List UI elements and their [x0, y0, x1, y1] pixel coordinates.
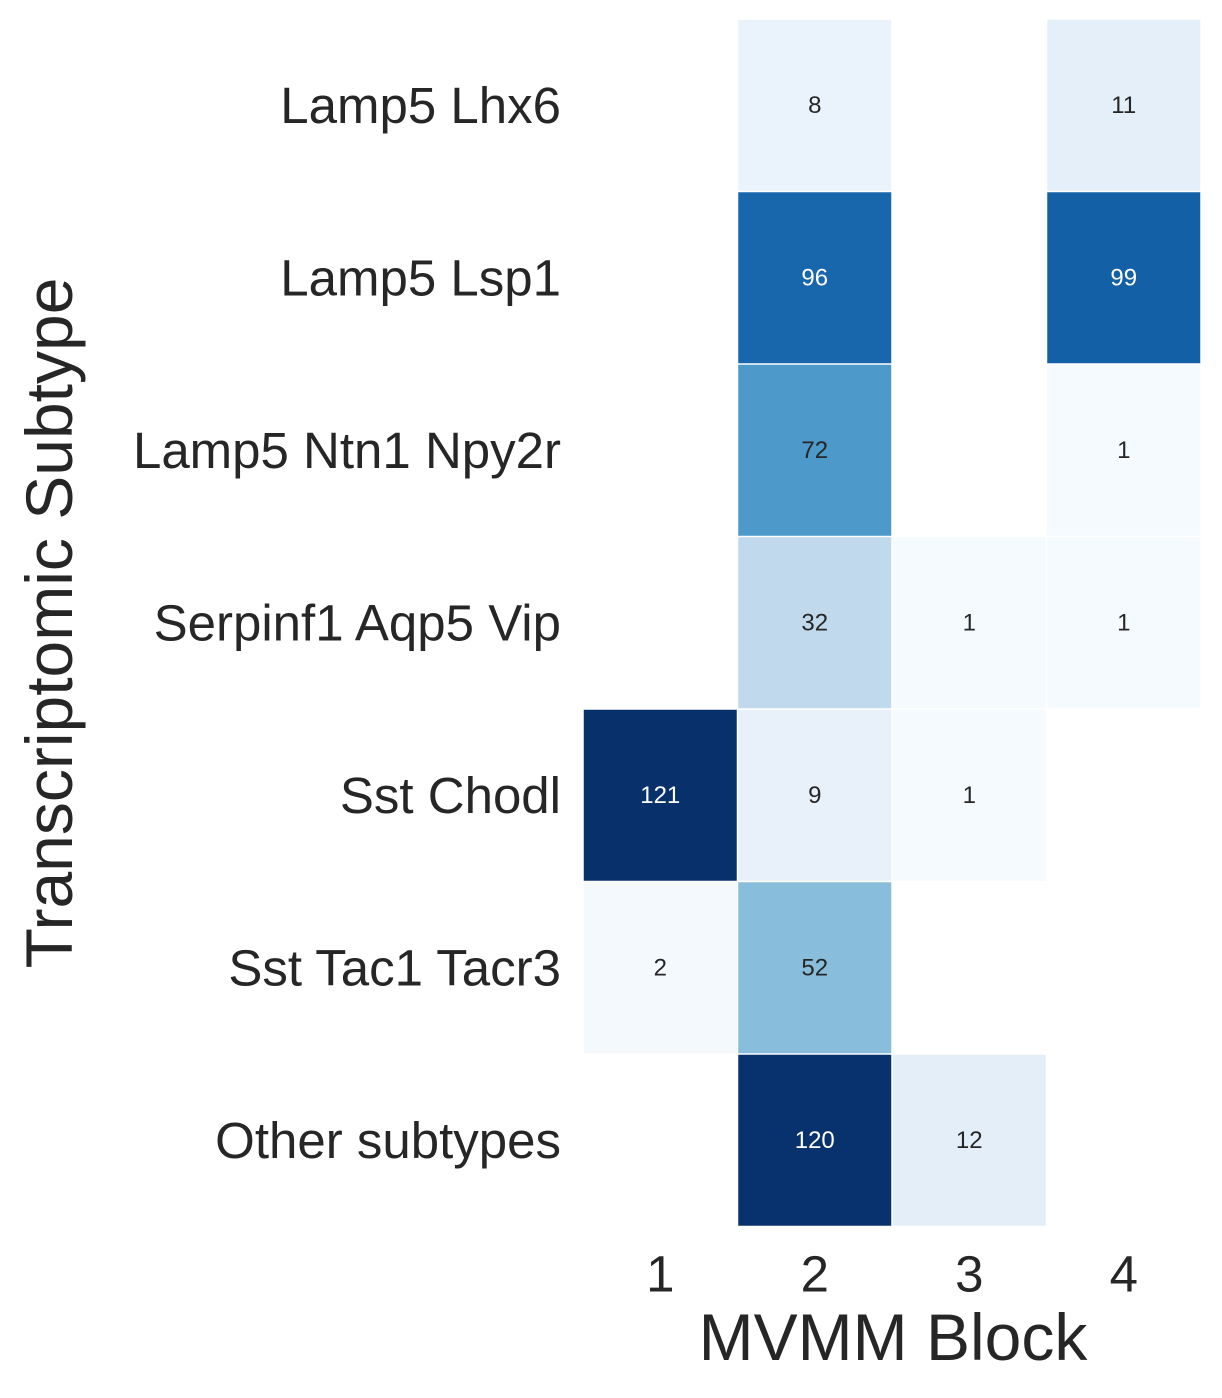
cell-value-label: 99 — [1110, 264, 1137, 291]
cell-value-label: 96 — [801, 264, 828, 291]
heatmap-cell — [583, 709, 737, 881]
cell-value-label: 1 — [963, 782, 976, 809]
cell-value-label: 1 — [1117, 437, 1130, 464]
y-tick-label: Lamp5 Lhx6 — [280, 77, 561, 134]
cell-value-label: 2 — [654, 954, 667, 981]
cell-value-label: 8 — [808, 92, 821, 119]
heatmap-cell — [738, 192, 892, 364]
x-axis-label: MVMM Block — [699, 1300, 1089, 1374]
x-tick-label: 4 — [1110, 1246, 1138, 1303]
cell-value-label: 1 — [963, 609, 976, 636]
heatmap-cell — [738, 364, 892, 536]
heatmap-cell — [892, 537, 1046, 709]
x-tick-label: 3 — [955, 1246, 983, 1303]
x-tick-labels: 1 2 3 4 — [646, 1246, 1138, 1303]
x-tick-label: 1 — [646, 1246, 674, 1303]
heatmap-cell — [892, 709, 1046, 881]
x-tick-label: 2 — [801, 1246, 829, 1303]
heatmap-cell — [892, 1054, 1046, 1226]
heatmap-cell — [738, 19, 892, 191]
heatmap-cell — [738, 1054, 892, 1226]
y-tick-label: Sst Chodl — [340, 767, 561, 824]
y-tick-label: Lamp5 Ntn1 Npy2r — [133, 422, 561, 479]
heatmap-cell — [1047, 537, 1201, 709]
y-axis-label: Transcriptomic Subtype — [12, 278, 86, 969]
cell-value-label: 121 — [640, 782, 680, 809]
heatmap-cell — [738, 882, 892, 1054]
y-tick-label: Other subtypes — [215, 1112, 561, 1169]
cell-value-label: 9 — [808, 782, 821, 809]
cell-value-label: 32 — [801, 609, 828, 636]
cell-value-label: 72 — [801, 437, 828, 464]
cell-value-label: 52 — [801, 954, 828, 981]
cell-value-label: 1 — [1117, 609, 1130, 636]
cell-value-label: 12 — [956, 1127, 983, 1154]
y-tick-label: Serpinf1 Aqp5 Vip — [154, 594, 561, 651]
heatmap-cell — [738, 537, 892, 709]
cell-value-label: 11 — [1111, 92, 1136, 119]
y-tick-labels: Lamp5 Lhx6 Lamp5 Lsp1 Lamp5 Ntn1 Npy2r Serp… — [133, 77, 561, 1169]
y-tick-label: Sst Tac1 Tacr3 — [228, 939, 561, 996]
heatmap-cells — [583, 19, 1201, 1226]
heatmap-cell — [738, 709, 892, 881]
heatmap-cell — [583, 882, 737, 1054]
heatmap-cell — [1047, 192, 1201, 364]
heatmap-cell — [1047, 364, 1201, 536]
heatmap-cell — [1047, 19, 1201, 191]
cell-value-label: 120 — [795, 1127, 835, 1154]
y-tick-label: Lamp5 Lsp1 — [280, 249, 561, 306]
